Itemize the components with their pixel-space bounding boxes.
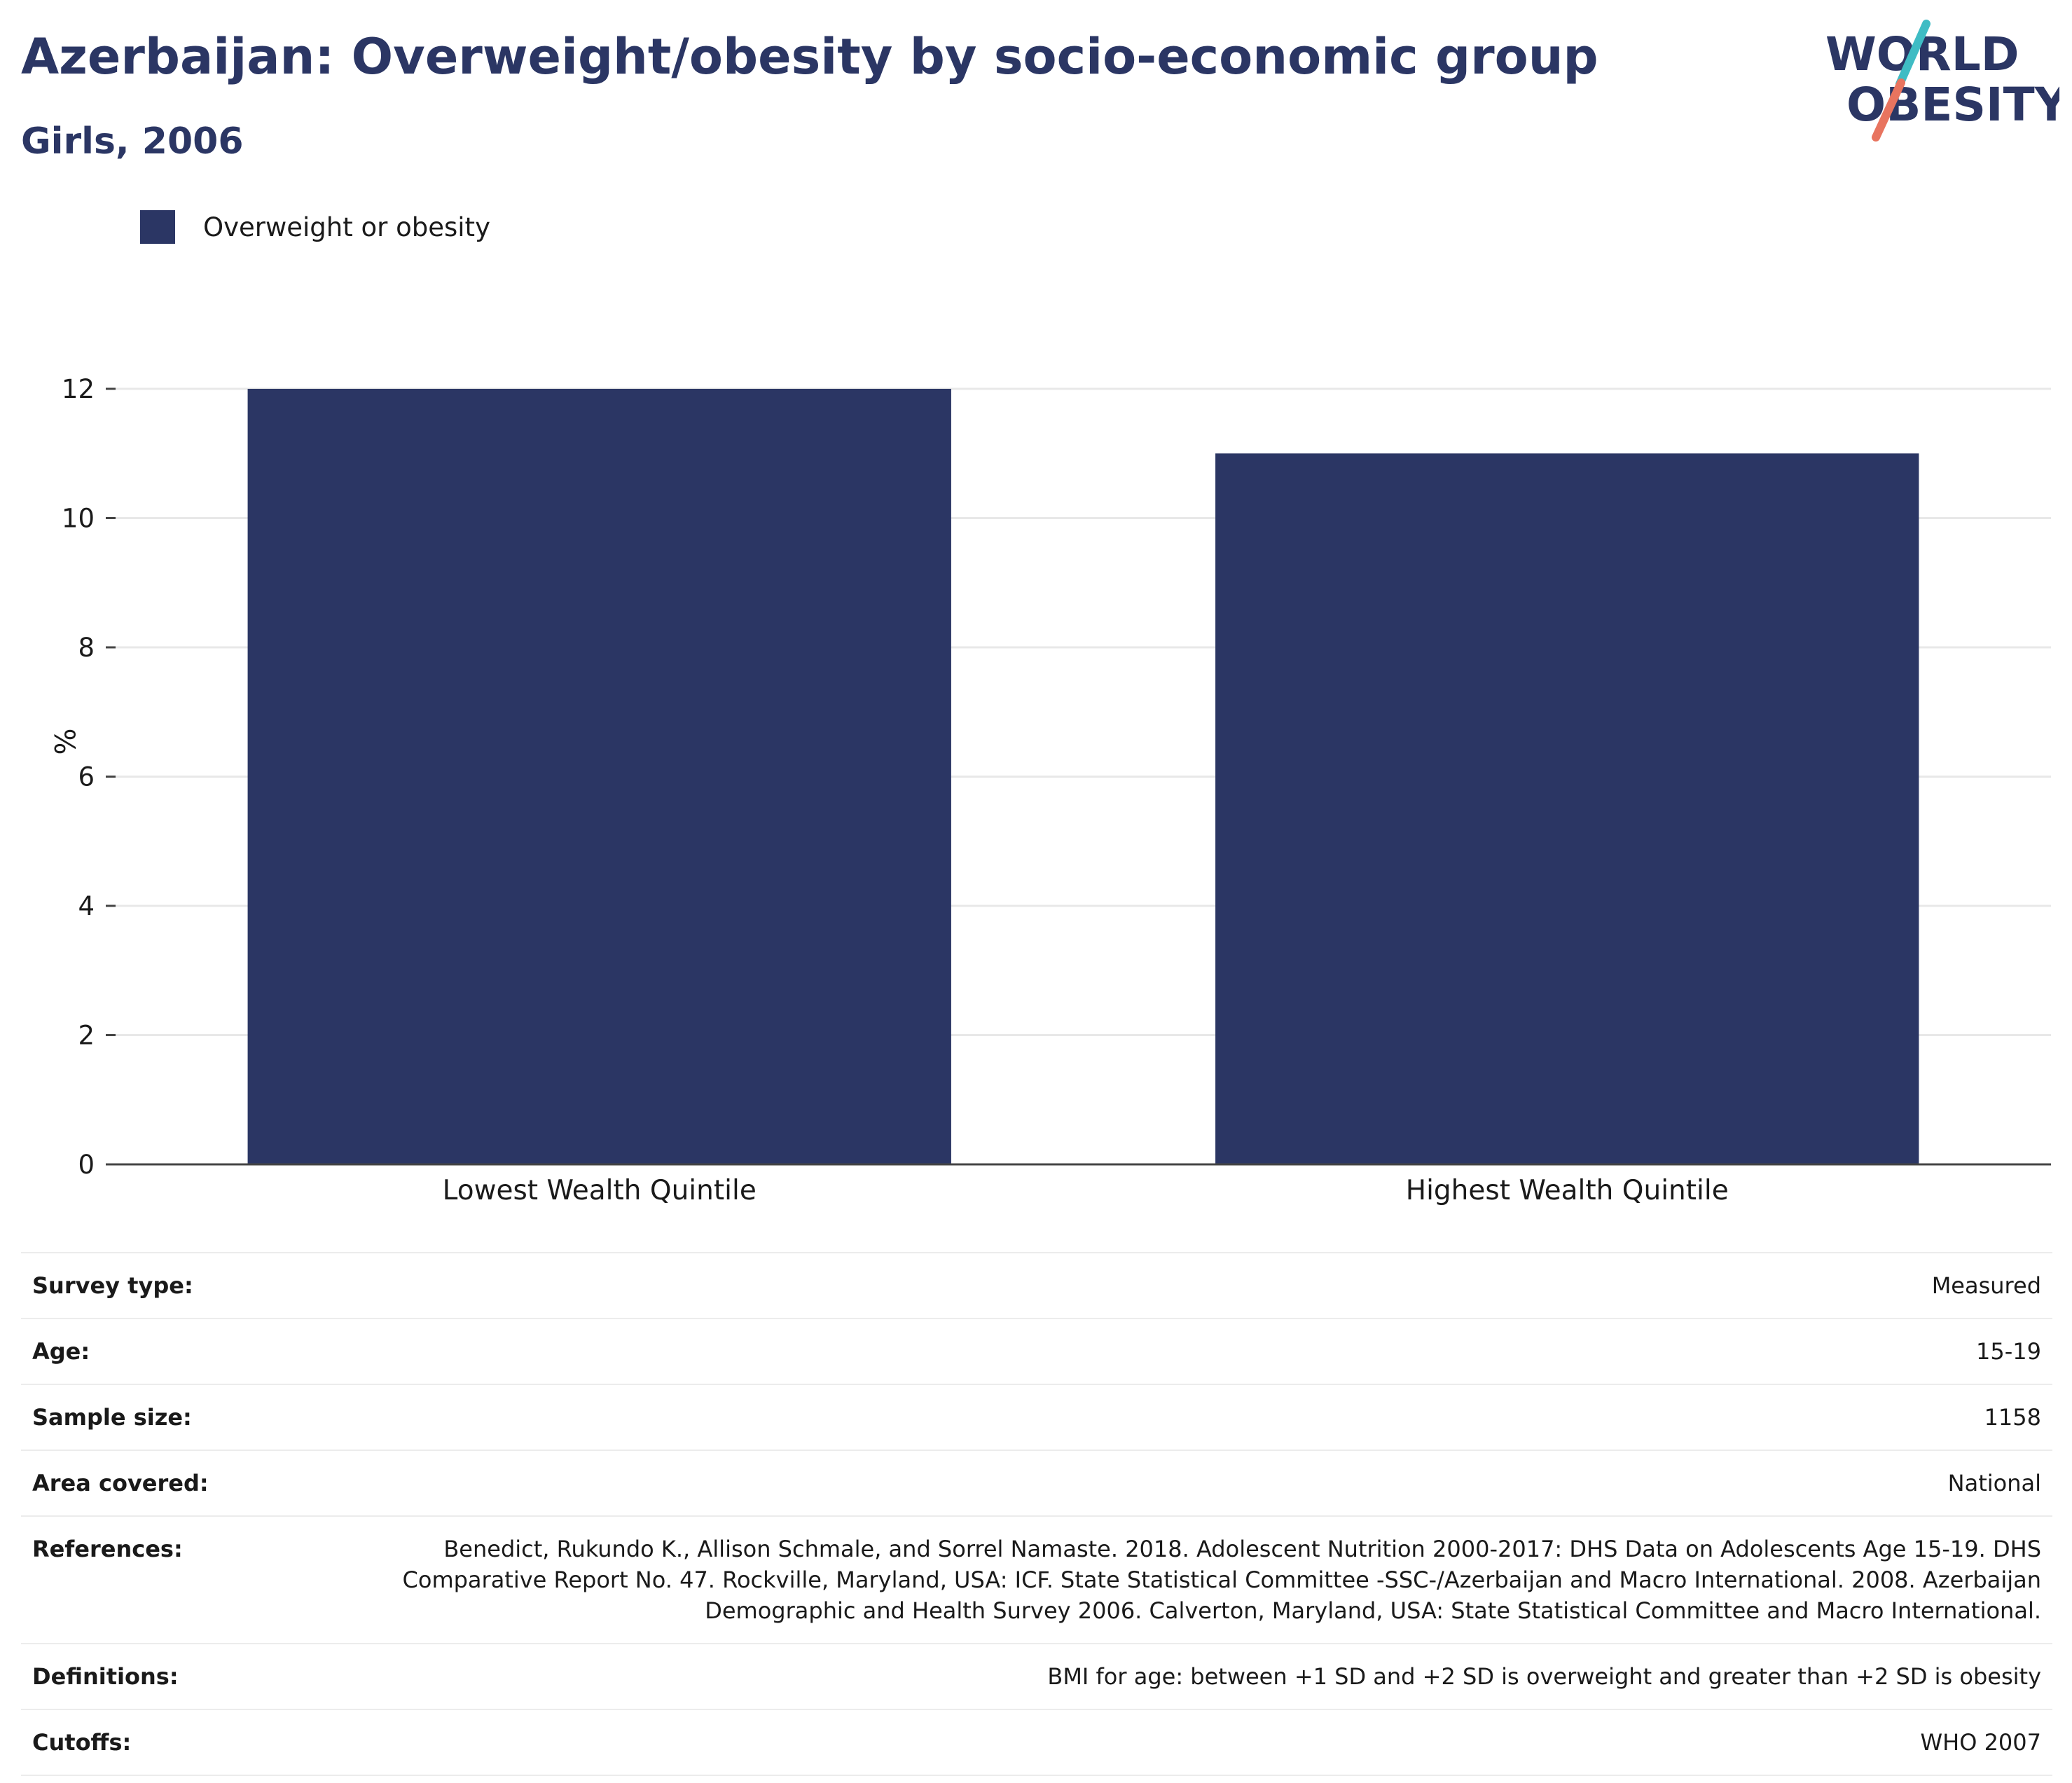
chart-title: Azerbaijan: Overweight/obesity by socio-… — [21, 28, 1598, 85]
y-tick-label: 10 — [62, 504, 95, 534]
survey-info-table: Survey type: Measured Age: 15-19 Sample size… — [21, 1252, 2052, 1776]
y-tick-label: 6 — [78, 762, 95, 792]
legend-swatch — [140, 210, 175, 244]
info-row: Sample size: 1158 — [21, 1384, 2052, 1450]
info-value: Benedict, Rukundo K., Allison Schmale, a… — [402, 1536, 2041, 1624]
info-row: Cutoffs: WHO 2007 — [21, 1709, 2052, 1775]
info-value: BMI for age: between +1 SD and +2 SD is … — [1047, 1663, 2041, 1690]
info-value: Measured — [1931, 1272, 2041, 1299]
info-row: Area covered: National — [21, 1450, 2052, 1516]
y-tick-label: 2 — [78, 1021, 95, 1051]
bars — [247, 389, 1919, 1164]
y-axis-label: % — [48, 728, 80, 755]
x-tick-label: Highest Wealth Quintile — [1406, 1175, 1729, 1206]
y-tick-label: 0 — [78, 1150, 95, 1180]
info-row: References: Benedict, Rukundo K., Allison… — [21, 1516, 2052, 1644]
info-row: Definitions: BMI for age: between +1 SD a… — [21, 1644, 2052, 1709]
info-row: Survey type: Measured — [21, 1253, 2052, 1319]
world-obesity-logo: WORLD OBESITY — [1825, 20, 2059, 142]
info-value: WHO 2007 — [1920, 1729, 2042, 1756]
info-label: Survey type: — [32, 1272, 193, 1299]
info-label: References: — [32, 1536, 183, 1562]
info-value: National — [1947, 1470, 2041, 1496]
info-value: 1158 — [1984, 1404, 2041, 1431]
info-label: Area covered: — [32, 1470, 209, 1496]
bar[interactable] — [1215, 453, 1919, 1164]
info-label: Sample size: — [32, 1404, 192, 1431]
bar[interactable] — [247, 389, 951, 1164]
info-label: Cutoffs: — [32, 1729, 132, 1756]
logo-slash-coral — [1872, 78, 1905, 142]
y-tick-label: 4 — [78, 891, 95, 921]
info-row: Age: 15-19 — [21, 1319, 2052, 1384]
logo-slash-teal — [1895, 20, 1931, 88]
bar-chart: 0 2 4 6 8 10 12 Lowest Wealth Quintile Highest W… — [48, 374, 2051, 1206]
legend-label: Overweight or obesity — [203, 212, 490, 242]
axis-labels: 0 2 4 6 8 10 12 Lowest Wealth Quintile Highest W… — [48, 374, 1729, 1206]
y-tick-label: 8 — [78, 633, 95, 663]
info-label: Definitions: — [32, 1663, 179, 1690]
chart-subtitle: Girls, 2006 — [21, 121, 244, 163]
info-value: 15-19 — [1976, 1338, 2041, 1365]
x-tick-label: Lowest Wealth Quintile — [443, 1175, 757, 1206]
y-tick-label: 12 — [62, 374, 95, 404]
info-label: Age: — [32, 1338, 90, 1365]
chart-legend[interactable]: Overweight or obesity — [140, 209, 490, 245]
axes — [106, 387, 2051, 1166]
